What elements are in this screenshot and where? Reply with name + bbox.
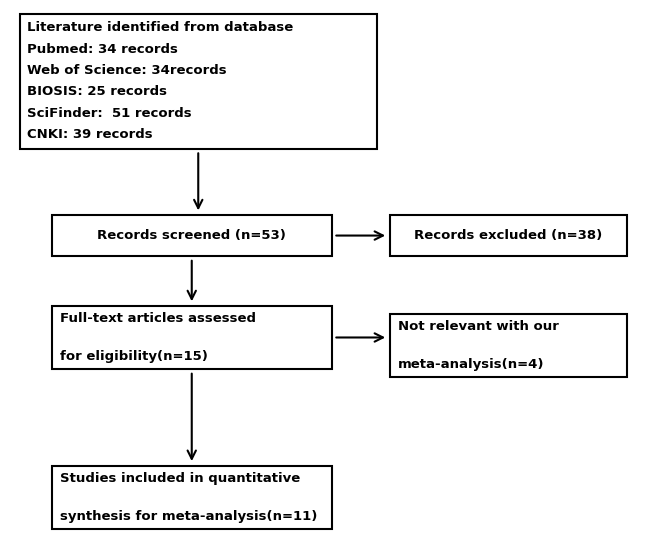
FancyBboxPatch shape <box>390 314 627 377</box>
FancyBboxPatch shape <box>390 215 627 256</box>
FancyBboxPatch shape <box>52 215 332 256</box>
Text: BIOSIS: 25 records: BIOSIS: 25 records <box>27 85 167 99</box>
Text: Records screened (n=53): Records screened (n=53) <box>98 229 286 242</box>
Text: meta-analysis(n=4): meta-analysis(n=4) <box>398 359 544 371</box>
Text: Not relevant with our: Not relevant with our <box>398 320 558 333</box>
FancyBboxPatch shape <box>52 306 332 369</box>
Text: SciFinder:  51 records: SciFinder: 51 records <box>27 107 192 120</box>
Text: for eligibility(n=15): for eligibility(n=15) <box>60 350 208 363</box>
Text: Records excluded (n=38): Records excluded (n=38) <box>415 229 603 242</box>
FancyBboxPatch shape <box>20 14 377 149</box>
Text: Web of Science: 34records: Web of Science: 34records <box>27 64 227 77</box>
Text: Studies included in quantitative: Studies included in quantitative <box>60 472 300 484</box>
FancyBboxPatch shape <box>52 466 332 529</box>
Text: Literature identified from database: Literature identified from database <box>27 21 294 34</box>
Text: CNKI: 39 records: CNKI: 39 records <box>27 128 153 142</box>
Text: Full-text articles assessed: Full-text articles assessed <box>60 312 256 325</box>
Text: synthesis for meta-analysis(n=11): synthesis for meta-analysis(n=11) <box>60 510 317 523</box>
Text: Pubmed: 34 records: Pubmed: 34 records <box>27 42 178 56</box>
